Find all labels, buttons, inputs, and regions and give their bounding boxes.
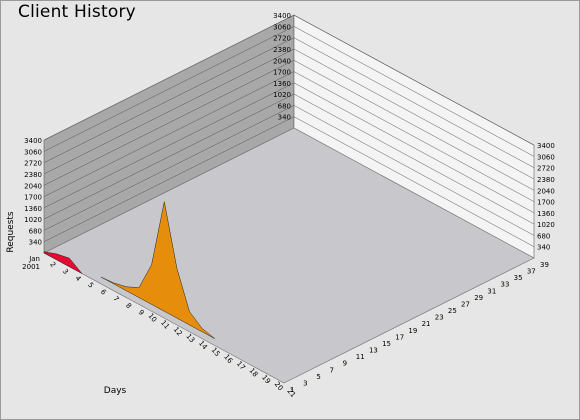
chart-series <box>43 201 215 339</box>
client-tick-label: 33 <box>501 281 510 289</box>
z-tick-label-right: 340 <box>537 244 550 252</box>
z-tick-label-right: 1700 <box>537 199 555 207</box>
z-tick-label-right: 2380 <box>537 176 555 184</box>
day-tick-label: 17 <box>235 360 247 372</box>
z-tick-label-left: 1360 <box>24 205 42 213</box>
client-tick-label: 37 <box>527 268 536 276</box>
day-tick-label: 20 <box>273 380 285 392</box>
chart-title: Client History <box>18 2 136 22</box>
z-tick-label-back: 1020 <box>273 91 291 99</box>
client-tick-label: 3 <box>303 379 307 387</box>
client-tick-label: 39 <box>540 261 549 269</box>
client-tick-label: 15 <box>382 340 391 348</box>
day-tick-label: 8 <box>124 302 133 311</box>
client-tick-label: 31 <box>487 287 496 295</box>
z-tick-label-left: 3400 <box>24 137 42 145</box>
z-tick-label-left: 2720 <box>24 160 42 168</box>
day-tick-label: 3 <box>61 267 70 276</box>
z-tick-label-back: 340 <box>278 114 291 122</box>
day-tick-label: 15 <box>210 346 222 358</box>
day-tick-label: 11 <box>159 319 171 331</box>
z-tick-label-left: 2040 <box>24 182 42 190</box>
day-tick-label: 12 <box>172 326 184 338</box>
series-ribbon-client-2 <box>100 201 215 339</box>
grid-line <box>43 116 535 247</box>
day-tick-label: 13 <box>184 332 196 344</box>
grid-line <box>43 93 535 225</box>
day-tick-label: 2 <box>48 261 57 270</box>
z-tick-label-right: 2040 <box>537 187 555 195</box>
grid-line <box>43 60 535 191</box>
day-tick-label: 18 <box>247 367 259 379</box>
client-tick-label: 7 <box>329 366 333 374</box>
z-tick-label-right: 3060 <box>537 153 555 161</box>
day-tick-label: 9 <box>137 308 146 317</box>
z-tick-label-left: 2380 <box>24 171 42 179</box>
series-ribbon-client-1 <box>43 251 83 274</box>
day-tick-label: 4 <box>73 274 82 283</box>
z-tick-label-right: 2720 <box>537 165 555 173</box>
client-tick-label: 21 <box>422 320 431 328</box>
z-tick-label-back: 2040 <box>273 57 291 65</box>
client-tick-label: 17 <box>395 333 404 341</box>
chart-floor <box>43 127 535 384</box>
grid-line <box>43 37 535 168</box>
client-tick-label: 23 <box>435 314 444 322</box>
grid-line <box>43 48 535 180</box>
x-axis-label: Days <box>104 386 127 396</box>
day-tick-label: 5 <box>86 281 95 290</box>
z-tick-label-back: 680 <box>278 102 291 110</box>
day-tick-label: 19 <box>260 373 272 385</box>
z-tick-label-left: 1020 <box>24 216 42 224</box>
z-tick-label-back: 3060 <box>273 23 291 31</box>
day-tick-label: 6 <box>99 288 108 297</box>
z-tick-label-left: 3060 <box>24 148 42 156</box>
client-tick-label: 5 <box>316 373 320 381</box>
client-tick-label: 11 <box>356 353 365 361</box>
z-tick-label-right: 1020 <box>537 221 555 229</box>
client-tick-label: 35 <box>514 274 523 282</box>
z-tick-label-back: 2720 <box>273 35 291 43</box>
grid-line <box>43 105 535 236</box>
grid-line <box>43 26 535 157</box>
day-tick-label: 7 <box>111 295 120 304</box>
client-tick-label: 29 <box>474 294 483 302</box>
z-tick-label-right: 680 <box>537 232 550 240</box>
client-tick-label: 27 <box>461 300 470 308</box>
z-tick-label-back: 2380 <box>273 46 291 54</box>
z-tick-label-back: 3400 <box>273 12 291 20</box>
client-tick-label: 25 <box>448 307 457 315</box>
z-tick-label-left: 340 <box>29 239 42 247</box>
client-tick-label: 1 <box>290 386 294 394</box>
client-tick-label: 9 <box>343 360 347 368</box>
client-tick-label: 13 <box>369 347 378 355</box>
z-tick-label-left: 680 <box>29 227 42 235</box>
grid-line <box>43 71 535 202</box>
z-tick-label-right: 1360 <box>537 210 555 218</box>
floor-plane <box>43 127 535 384</box>
client-tick-label: 19 <box>408 327 417 335</box>
grid-line <box>43 82 535 214</box>
z-axis-label: Requests <box>6 211 16 253</box>
day-tick-label: 21 <box>285 387 297 399</box>
z-tick-label-right: 3400 <box>537 142 555 150</box>
z-tick-label-back: 1700 <box>273 69 291 77</box>
z-tick-label-left: 1700 <box>24 194 42 202</box>
day-tick-label: 10 <box>146 312 158 324</box>
grid-line <box>43 14 535 146</box>
z-tick-label-back: 1360 <box>273 80 291 88</box>
day-tick-label: Jan 2001 <box>22 255 40 271</box>
